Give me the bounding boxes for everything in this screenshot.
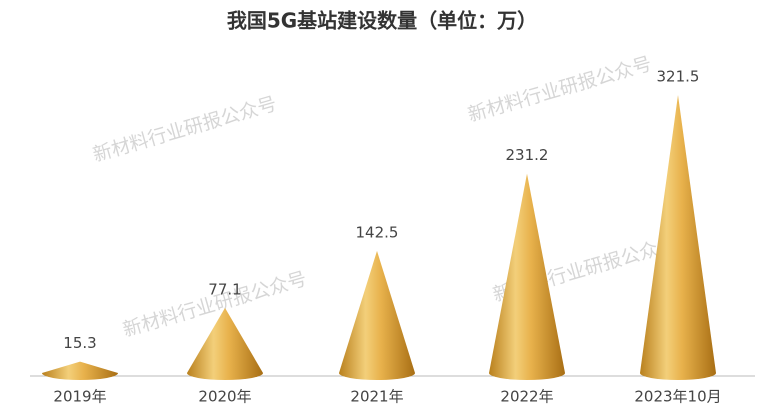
cone <box>339 250 415 380</box>
cone <box>640 95 716 380</box>
watermark: 新材料行业研报公众号 <box>466 53 655 127</box>
value-label: 77.1 <box>208 280 241 298</box>
value-label: 321.5 <box>657 68 700 86</box>
x-tick-label: 2021年 <box>350 388 403 406</box>
chart-title: 我国5G基站建设数量（单位：万） <box>227 9 537 33</box>
x-tick-label: 2022年 <box>500 388 553 406</box>
x-tick-label: 2023年10月 <box>634 388 721 406</box>
x-tick-label: 2020年 <box>198 388 251 406</box>
watermark: 新材料行业研报公众号 <box>91 93 280 167</box>
cone <box>489 173 565 380</box>
cone <box>187 307 263 380</box>
value-label: 231.2 <box>506 146 549 164</box>
value-label: 15.3 <box>63 334 96 352</box>
x-tick-label: 2019年 <box>53 388 106 406</box>
cone <box>42 361 118 380</box>
value-label: 142.5 <box>356 223 399 241</box>
